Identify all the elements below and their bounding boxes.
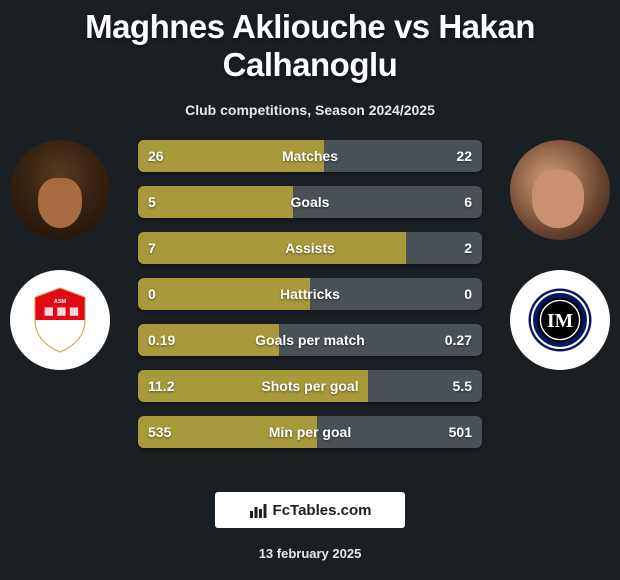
subtitle: Club competitions, Season 2024/2025	[0, 102, 620, 118]
stat-label: Hattricks	[138, 278, 482, 310]
player1-name: Maghnes Akliouche	[85, 8, 385, 45]
stat-row: 00Hattricks	[138, 278, 482, 310]
stat-row: 72Assists	[138, 232, 482, 264]
vs-text: vs	[394, 8, 430, 45]
stat-row: 0.190.27Goals per match	[138, 324, 482, 356]
stat-label: Shots per goal	[138, 370, 482, 402]
stat-label: Assists	[138, 232, 482, 264]
player2-avatar	[510, 140, 610, 240]
stat-row: 56Goals	[138, 186, 482, 218]
svg-text:ASM: ASM	[54, 299, 67, 305]
player1-avatar	[10, 140, 110, 240]
comparison-date: 13 february 2025	[0, 546, 620, 561]
stat-label: Min per goal	[138, 416, 482, 448]
player2-club-badge: IM	[510, 270, 610, 370]
stat-row: 11.25.5Shots per goal	[138, 370, 482, 402]
chart-icon	[249, 501, 267, 519]
branding-text: FcTables.com	[273, 502, 372, 519]
svg-text:IM: IM	[547, 311, 573, 332]
stat-label: Goals per match	[138, 324, 482, 356]
comparison-title: Maghnes Akliouche vs Hakan Calhanoglu	[0, 0, 620, 84]
comparison-content: ASM IM 2622Matches 56Goals 72Assists 00Hatt…	[0, 140, 620, 480]
stat-row: 2622Matches	[138, 140, 482, 172]
branding-badge: FcTables.com	[215, 492, 405, 528]
stat-bars: 2622Matches 56Goals 72Assists 00Hattricks 0.…	[138, 140, 482, 462]
monaco-crest-icon: ASM	[25, 285, 95, 355]
stat-label: Goals	[138, 186, 482, 218]
inter-crest-icon: IM	[525, 285, 595, 355]
stat-row: 535501Min per goal	[138, 416, 482, 448]
player1-club-badge: ASM	[10, 270, 110, 370]
stat-label: Matches	[138, 140, 482, 172]
